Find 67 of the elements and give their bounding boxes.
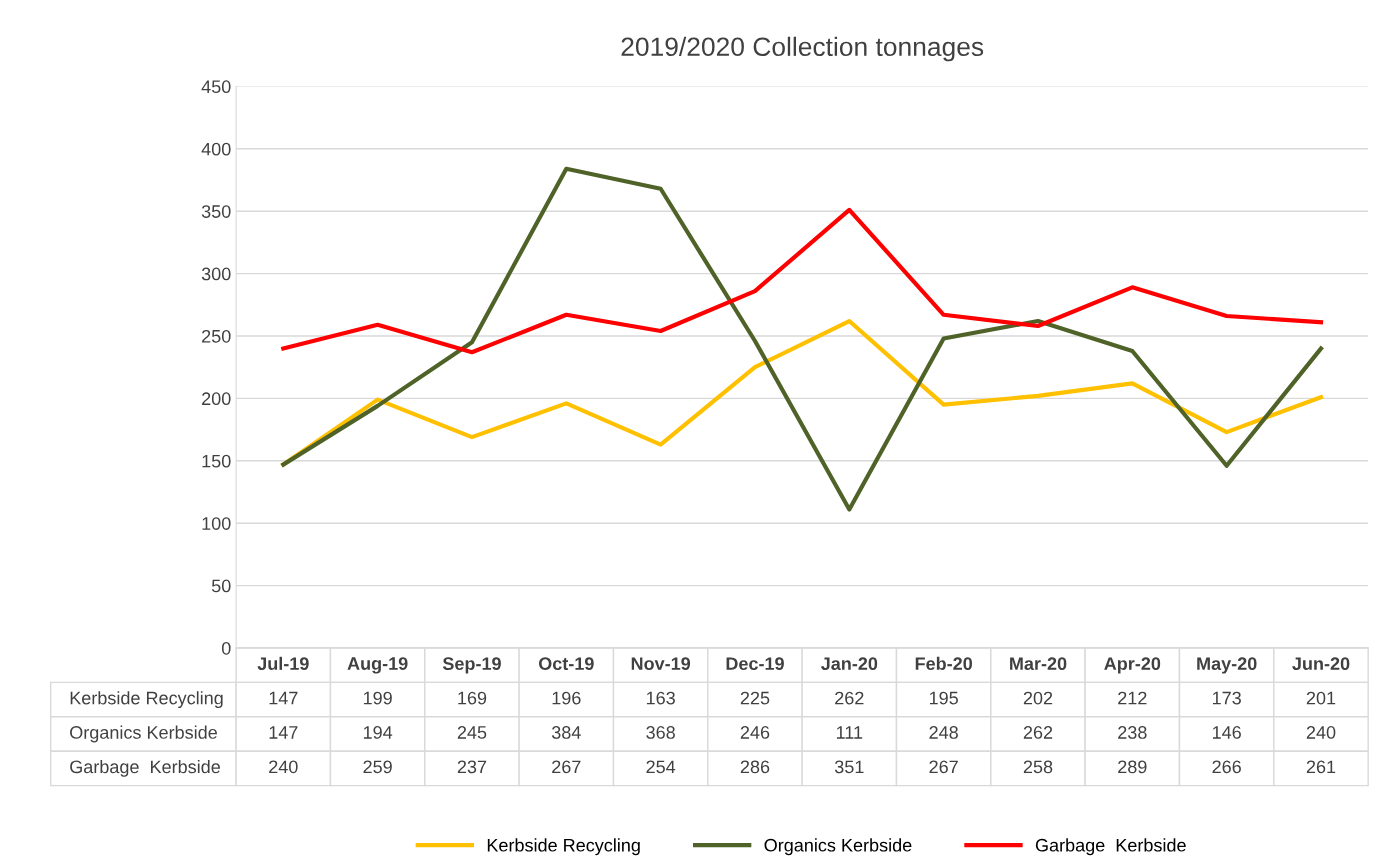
chart-title: 2019/2020 Collection tonnages [621,36,984,62]
y-tick-label: 250 [202,329,231,343]
data-label: 173 [1212,691,1241,705]
x-tick-label: Dec-19 [726,657,784,671]
data-label: 147 [269,691,298,705]
y-tick-label: 150 [202,454,231,468]
x-tick-label: Jun-20 [1292,657,1350,671]
data-label: 196 [552,691,581,705]
line-series [281,207,1324,355]
x-tick-label: May-20 [1197,657,1257,674]
data-label: 194 [363,726,393,739]
data-label: 246 [740,726,770,739]
data-label: 240 [1306,726,1336,739]
data-label: 240 [269,760,298,774]
data-label: 195 [929,691,958,705]
x-tick-label: Feb-20 [915,656,973,671]
x-tick-label: Aug-19 [347,657,408,674]
data-label: 201 [1306,691,1336,705]
x-tick-label: Apr-20 [1104,657,1161,674]
y-tick-label: 400 [201,142,231,156]
y-tick-label: 0 [221,641,231,655]
y-tick-label: 200 [202,392,231,406]
data-label: 111 [836,726,863,739]
data-label: 245 [457,726,487,739]
x-tick-label: Jan-20 [820,657,878,671]
data-label: 289 [1118,760,1147,774]
data-label: 147 [269,726,298,739]
data-label: 146 [1212,726,1241,739]
y-tick-label: 300 [201,267,231,281]
x-tick-label: Jul-19 [257,656,309,671]
data-label: 254 [646,760,676,774]
y-tick-label: 50 [211,579,231,593]
data-label: 238 [1118,726,1147,739]
data-label: 286 [740,760,770,774]
legend-label: Organics Kerbside [764,838,912,856]
data-label: 248 [929,726,958,739]
legend-label: Garbage Kerbside [1035,838,1186,856]
line-series [281,166,1324,512]
data-label: 225 [740,691,770,705]
data-label: 351 [834,760,864,774]
legend-label: Kerbside Recycling [487,838,640,856]
data-label: 199 [363,691,392,705]
data-label: 169 [458,691,487,705]
data-label: 266 [1212,760,1241,774]
y-tick-label: 450 [201,80,231,94]
text: Garbage Kerbside [70,759,220,777]
y-tick-label: 100 [202,517,231,530]
x-tick-label: Mar-20 [1010,657,1067,671]
y-tick-label: 350 [201,205,231,218]
x-tick-label: Sep-19 [442,657,501,674]
data-label: 202 [1023,691,1053,705]
x-tick-label: Oct-19 [538,657,594,671]
text: Organics Kerbside [70,725,217,743]
data-label: 258 [1023,760,1053,774]
x-tick-label: Nov-19 [631,657,691,671]
data-label: 259 [363,760,392,774]
data-label: 163 [646,691,675,705]
data-label: 368 [646,726,675,739]
data-label: 267 [929,760,958,774]
data-label: 261 [1306,760,1336,774]
text: Kerbside Recycling [70,691,223,709]
data-label: 262 [1023,726,1053,739]
data-label: 212 [1118,691,1147,705]
data-label: 262 [835,691,864,705]
data-label: 237 [457,760,487,774]
data-label: 267 [552,760,581,774]
data-label: 384 [551,726,581,739]
